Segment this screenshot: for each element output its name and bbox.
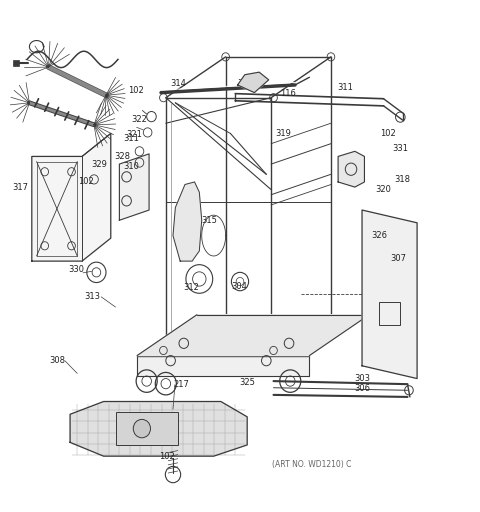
Text: 303: 303 <box>355 374 371 383</box>
Text: 320: 320 <box>376 185 392 194</box>
Polygon shape <box>238 72 269 93</box>
Text: 325: 325 <box>239 378 255 387</box>
Text: 311: 311 <box>123 134 139 143</box>
Text: 217: 217 <box>173 380 189 389</box>
Polygon shape <box>120 154 149 220</box>
Text: 304: 304 <box>231 282 247 291</box>
Text: 102: 102 <box>381 129 396 138</box>
Text: 321: 321 <box>127 130 143 139</box>
Bar <box>12 60 19 66</box>
Text: 331: 331 <box>392 144 408 153</box>
Bar <box>379 302 400 325</box>
Text: 310: 310 <box>123 162 139 171</box>
Text: 102: 102 <box>159 452 175 461</box>
Text: 317: 317 <box>12 183 28 191</box>
Polygon shape <box>137 355 310 376</box>
Text: 313: 313 <box>84 292 101 302</box>
Text: 329: 329 <box>91 160 107 168</box>
Text: 315: 315 <box>201 216 217 225</box>
Circle shape <box>133 419 151 438</box>
Text: (ART NO. WD1210) C: (ART NO. WD1210) C <box>272 460 351 469</box>
Text: 322: 322 <box>132 115 147 124</box>
Polygon shape <box>338 152 364 187</box>
Text: 308: 308 <box>49 356 65 365</box>
Text: 319: 319 <box>275 129 291 138</box>
Text: 314: 314 <box>170 79 186 88</box>
Bar <box>116 412 178 445</box>
Text: 330: 330 <box>68 265 84 274</box>
Polygon shape <box>70 401 247 456</box>
Text: 102: 102 <box>78 178 94 186</box>
Text: 309: 309 <box>237 79 253 88</box>
Text: 306: 306 <box>355 385 371 393</box>
Text: 102: 102 <box>128 86 144 95</box>
Text: 328: 328 <box>115 152 131 161</box>
Text: 311: 311 <box>337 83 353 92</box>
Text: 318: 318 <box>395 175 411 184</box>
Polygon shape <box>137 315 369 355</box>
Text: 307: 307 <box>390 254 406 263</box>
Text: 116: 116 <box>280 89 296 98</box>
Text: 312: 312 <box>183 283 199 292</box>
Polygon shape <box>362 210 417 378</box>
Polygon shape <box>173 182 202 261</box>
Polygon shape <box>32 134 111 261</box>
Text: 326: 326 <box>371 231 387 240</box>
